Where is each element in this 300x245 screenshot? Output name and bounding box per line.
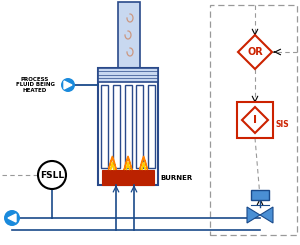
Bar [113, 85, 120, 168]
Polygon shape [142, 162, 146, 170]
Bar [237, 102, 273, 138]
Bar [251, 190, 269, 200]
Circle shape [38, 161, 66, 189]
Polygon shape [126, 162, 130, 170]
Text: I: I [253, 115, 257, 125]
Text: PROCESS
FLUID BEING
HEATED: PROCESS FLUID BEING HEATED [16, 77, 55, 93]
Text: BURNER: BURNER [160, 174, 192, 181]
Bar [102, 170, 154, 185]
Text: OR: OR [247, 47, 263, 57]
Polygon shape [140, 156, 148, 170]
Bar [136, 85, 143, 168]
Polygon shape [238, 35, 272, 69]
Circle shape [61, 78, 75, 92]
Polygon shape [124, 156, 132, 170]
Text: SIS: SIS [275, 121, 289, 130]
Circle shape [4, 210, 20, 226]
Text: FSLL: FSLL [40, 171, 64, 180]
Polygon shape [247, 207, 260, 223]
Bar [124, 85, 131, 168]
Bar [148, 85, 155, 168]
Bar [98, 68, 158, 185]
Bar [210, 5, 297, 235]
Bar [98, 68, 158, 82]
Polygon shape [64, 81, 72, 89]
Polygon shape [8, 214, 16, 222]
Polygon shape [260, 207, 273, 223]
Polygon shape [242, 107, 268, 133]
Bar [101, 85, 108, 168]
Polygon shape [108, 156, 116, 170]
Polygon shape [110, 162, 114, 170]
Bar [118, 2, 140, 75]
